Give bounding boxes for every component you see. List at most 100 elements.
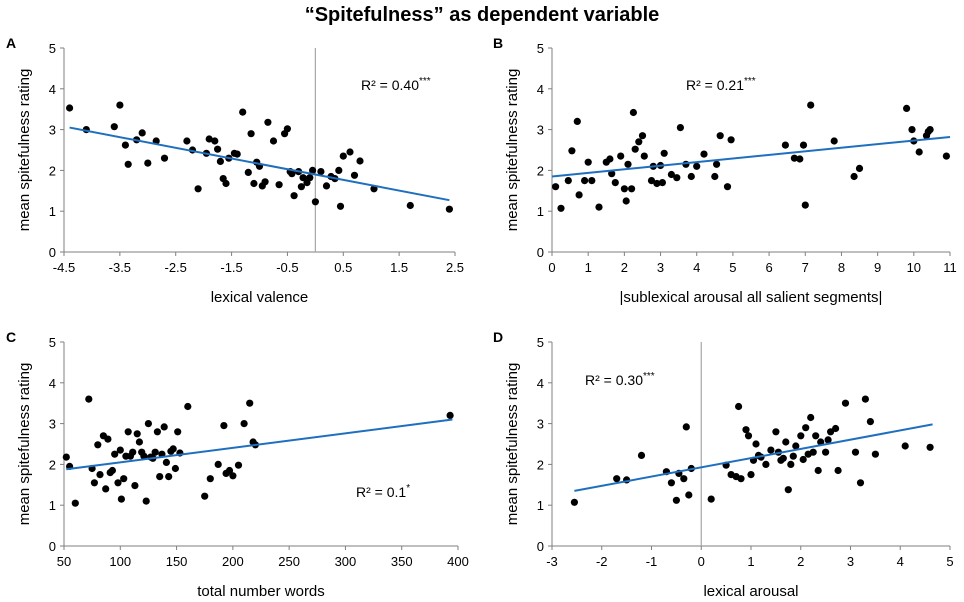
data-point <box>850 172 858 181</box>
data-point <box>336 202 345 210</box>
r2-label: R² = 0.30*** <box>585 371 655 388</box>
data-point <box>142 497 150 505</box>
data-point <box>94 441 102 449</box>
data-point <box>62 453 70 461</box>
data-point <box>942 152 951 160</box>
y-tick-label: 2 <box>537 163 544 178</box>
y-axis-label: mean spitefulness rating <box>16 363 33 526</box>
data-point <box>110 123 118 131</box>
data-point <box>812 432 820 440</box>
data-point <box>229 472 237 480</box>
data-point <box>789 452 797 460</box>
data-point <box>160 423 168 431</box>
data-point <box>635 138 643 146</box>
panel-letter: A <box>6 35 16 51</box>
data-point <box>737 475 745 483</box>
data-point <box>557 204 565 212</box>
x-axis-label: |sublexical arousal all salient segments… <box>620 289 883 306</box>
data-point <box>814 466 822 475</box>
data-point <box>120 475 128 483</box>
data-point <box>288 170 296 178</box>
data-point <box>744 432 753 440</box>
data-point <box>772 428 780 436</box>
data-point <box>104 435 112 443</box>
data-point <box>244 168 252 176</box>
y-tick-label: 1 <box>537 204 544 219</box>
data-point <box>787 460 795 468</box>
x-tick-label: 50 <box>57 554 71 569</box>
data-point <box>640 152 648 160</box>
panel-B: 0 1 2 3 4 5 0 1 2 3 4 5 6 7 8 9 10 11 R² = 0.21*** B |sublex… <box>493 35 957 306</box>
data-point <box>116 101 124 109</box>
data-point <box>290 192 298 200</box>
data-point <box>660 149 668 157</box>
data-point <box>830 137 838 145</box>
y-tick-label: 5 <box>49 335 56 350</box>
data-point <box>216 157 224 165</box>
x-tick-label: 2 <box>797 554 804 569</box>
data-point <box>926 126 934 134</box>
data-point <box>588 177 596 185</box>
data-point <box>220 422 228 430</box>
data-point <box>638 132 647 140</box>
trend-line <box>574 423 933 492</box>
data-point <box>851 448 860 456</box>
data-point <box>799 141 808 149</box>
data-point <box>264 118 272 126</box>
data-point <box>194 185 202 193</box>
data-point <box>140 452 148 460</box>
y-tick-label: 4 <box>537 82 544 97</box>
x-tick-label: 11 <box>943 260 957 275</box>
data-point <box>676 124 685 132</box>
data-point <box>871 450 880 458</box>
y-tick-label: 5 <box>49 41 56 56</box>
data-point <box>124 160 132 168</box>
data-point <box>570 498 579 506</box>
trend-line <box>66 418 453 471</box>
y-tick-label: 2 <box>49 163 56 178</box>
data-point <box>611 179 619 187</box>
data-point <box>247 130 255 138</box>
data-point <box>637 451 646 459</box>
y-axis-label: mean spitefulness rating <box>504 363 521 526</box>
data-point <box>631 145 639 153</box>
data-point <box>206 475 214 483</box>
data-point <box>201 492 209 500</box>
data-point <box>85 395 93 403</box>
data-point <box>552 183 560 191</box>
data-point <box>162 458 170 466</box>
data-point <box>135 438 143 446</box>
data-point <box>445 205 453 213</box>
x-tick-label: 0 <box>698 554 705 569</box>
data-point <box>606 155 614 163</box>
x-axis-label: lexical arousal <box>703 583 798 600</box>
data-point <box>711 172 719 181</box>
data-point <box>716 132 724 140</box>
data-point <box>617 152 625 160</box>
data-point <box>66 104 74 112</box>
x-tick-label: 8 <box>838 260 845 275</box>
data-point <box>672 496 681 504</box>
x-tick-label: 200 <box>222 554 244 569</box>
data-point <box>446 411 454 419</box>
data-point <box>801 201 809 209</box>
data-point <box>742 426 750 434</box>
data-point <box>841 399 850 407</box>
y-tick-label: 4 <box>49 376 56 391</box>
x-tick-label: 1.5 <box>390 260 408 275</box>
data-point <box>124 428 132 436</box>
x-tick-label: 2.5 <box>446 260 464 275</box>
data-point <box>240 420 248 428</box>
y-tick-label: 0 <box>537 539 544 554</box>
y-tick-label: 5 <box>537 41 544 56</box>
data-point <box>322 182 331 190</box>
data-point <box>306 174 314 182</box>
data-point <box>608 170 616 178</box>
data-point <box>903 104 911 112</box>
x-tick-label: 400 <box>447 554 469 569</box>
data-point <box>629 108 638 117</box>
data-point <box>752 440 760 448</box>
y-tick-label: 1 <box>537 498 544 513</box>
panel-A: 0 1 2 3 4 5 -4.5 -3.5 -2.5 -1.5 -0.5 0.5 1.5 2.5 R² = … <box>6 35 464 306</box>
